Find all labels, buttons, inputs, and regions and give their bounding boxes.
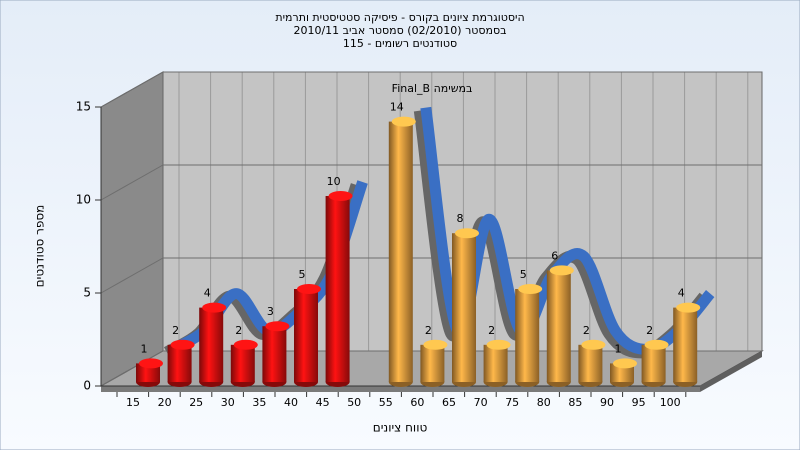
bar xyxy=(262,326,287,382)
y-tick-label: 0 xyxy=(83,379,91,393)
y-axis-label: מספר סטודנטים xyxy=(33,205,47,288)
bar xyxy=(673,307,698,382)
data-label: 8 xyxy=(457,212,464,225)
x-tick-label: 90 xyxy=(600,396,614,409)
y-tick-label: 5 xyxy=(83,286,91,300)
bar-top xyxy=(139,358,163,369)
bar xyxy=(199,307,224,382)
x-tick-label: 30 xyxy=(221,396,235,409)
x-tick-label: 70 xyxy=(474,396,488,409)
x-tick-label: 35 xyxy=(252,396,266,409)
grid-line xyxy=(100,164,762,201)
bar xyxy=(515,289,540,382)
x-tick-label: 55 xyxy=(379,396,393,409)
bar-top xyxy=(549,265,574,276)
x-tick-label: 65 xyxy=(442,396,456,409)
x-tick-label: 95 xyxy=(632,396,646,409)
bar xyxy=(578,344,603,382)
left-wall xyxy=(100,71,164,387)
data-label: 2 xyxy=(172,324,179,337)
data-label: 5 xyxy=(520,268,527,281)
data-label: 2 xyxy=(583,324,590,337)
bar xyxy=(294,289,318,382)
x-tick-label: 75 xyxy=(505,396,519,409)
y-tick-label: 15 xyxy=(76,100,91,114)
bar-top xyxy=(613,358,637,369)
x-tick-label: 85 xyxy=(568,396,582,409)
x-tick-label: 20 xyxy=(158,396,172,409)
data-label: 2 xyxy=(425,324,432,337)
x-tick-label: 50 xyxy=(347,396,361,409)
bar xyxy=(325,196,350,382)
bar-top xyxy=(170,339,195,350)
bar xyxy=(167,344,192,382)
grid-line xyxy=(100,71,762,108)
bar xyxy=(483,344,508,382)
data-label: 5 xyxy=(299,268,306,281)
x-tick-label: 100 xyxy=(660,396,681,409)
bar-top xyxy=(202,302,227,313)
bar-top xyxy=(455,228,479,239)
bar-top xyxy=(581,339,606,350)
bar-top xyxy=(391,116,416,127)
bar xyxy=(420,344,445,382)
data-label: 4 xyxy=(204,287,211,300)
data-label: 3 xyxy=(267,305,274,318)
bar xyxy=(546,270,571,382)
x-axis-label: טווח ציונים xyxy=(373,421,428,435)
x-tick-label: 45 xyxy=(316,396,330,409)
bar-top xyxy=(265,321,290,332)
x-tick-label: 60 xyxy=(410,396,424,409)
bar-top xyxy=(233,339,258,350)
data-label: 1 xyxy=(141,342,148,355)
chart-title: היסטוגרמת ציונים בקורס - פיסיקה סטטיסטית… xyxy=(275,11,524,24)
data-label: 2 xyxy=(488,324,495,337)
data-label: 1 xyxy=(615,342,622,355)
bar xyxy=(230,344,255,382)
floor-edge xyxy=(101,386,700,392)
bar-top xyxy=(644,339,669,350)
data-label: 10 xyxy=(327,175,341,188)
bar-top xyxy=(486,339,511,350)
data-label: 6 xyxy=(551,249,558,262)
annotation: Final_B במשימה xyxy=(392,82,473,95)
bar xyxy=(452,233,476,382)
x-tick-label: 80 xyxy=(537,396,551,409)
bar-top xyxy=(328,191,353,201)
bar-top xyxy=(297,284,321,294)
y-tick-label: 10 xyxy=(76,193,91,207)
chart-subtitle: סטודנטים רשומים - 115 xyxy=(343,37,457,50)
data-label: 2 xyxy=(235,324,242,337)
bar-top xyxy=(423,339,448,350)
floor-edge xyxy=(700,351,762,392)
x-tick-label: 25 xyxy=(189,396,203,409)
bar xyxy=(641,344,666,382)
bar-top xyxy=(518,284,543,294)
data-label: 4 xyxy=(678,287,685,300)
bar xyxy=(388,121,413,382)
x-tick-label: 15 xyxy=(126,396,140,409)
bar-top xyxy=(676,302,701,313)
data-label: 14 xyxy=(390,101,404,114)
chart-subtitle: בסמסטר (02/2010) סמסטר אביב 2010/11 xyxy=(293,24,506,37)
data-label: 2 xyxy=(646,324,653,337)
x-tick-label: 40 xyxy=(284,396,298,409)
